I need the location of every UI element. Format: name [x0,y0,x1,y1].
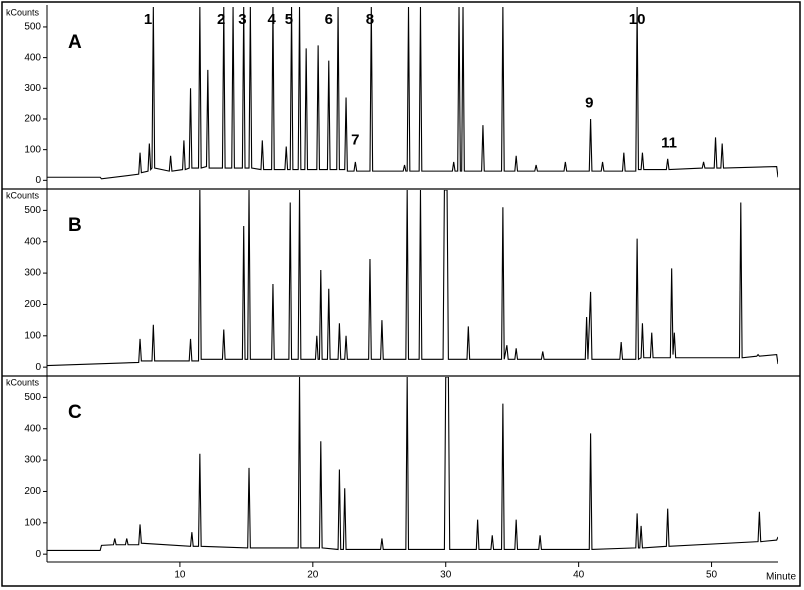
panel-label: B [68,215,82,236]
x-tick-label: 10 [174,570,186,581]
y-tick-label: 0 [35,362,41,373]
y-tick-label: 200 [24,299,41,310]
x-tick-label: 40 [573,570,585,581]
y-tick-label: 400 [24,423,41,434]
y-tick-label: 100 [24,330,41,341]
panel-label: C [68,402,82,423]
y-tick-label: 0 [35,175,41,186]
y-tick-label: 100 [24,144,41,155]
y-tick-label: 400 [24,236,41,247]
peak-label: 6 [325,11,333,28]
x-axis-label: Minute [766,572,796,583]
y-tick-label: 500 [24,205,41,216]
x-tick-label: 30 [440,570,452,581]
chromatogram-line [47,7,778,180]
y-axis-label: kCounts [6,377,40,387]
x-tick-label: 20 [307,570,319,581]
peak-label: 1 [144,11,152,28]
y-axis-label: kCounts [6,190,40,200]
x-tick-label: 50 [706,570,718,581]
peak-label: 9 [585,95,593,112]
panel-label: A [68,32,82,53]
y-tick-label: 0 [35,549,41,560]
y-tick-label: 300 [24,83,41,94]
peak-label: 7 [351,131,359,148]
peak-label: 5 [285,11,293,28]
y-tick-label: 100 [24,517,41,528]
peak-label: 4 [267,11,276,28]
peak-label: 3 [238,11,246,28]
peak-label: 10 [629,11,646,28]
y-tick-label: 300 [24,455,41,466]
y-tick-label: 400 [24,52,41,63]
chromatogram-line [47,190,778,367]
y-axis-label: kCounts [6,7,40,17]
chromatogram-line [47,377,778,551]
y-tick-label: 200 [24,486,41,497]
peak-label: 11 [661,134,677,151]
y-tick-label: 200 [24,114,41,125]
y-tick-label: 500 [24,392,41,403]
peak-label: 2 [217,11,225,28]
y-tick-label: 300 [24,268,41,279]
peak-label: 8 [366,11,374,28]
y-tick-label: 500 [24,22,41,33]
